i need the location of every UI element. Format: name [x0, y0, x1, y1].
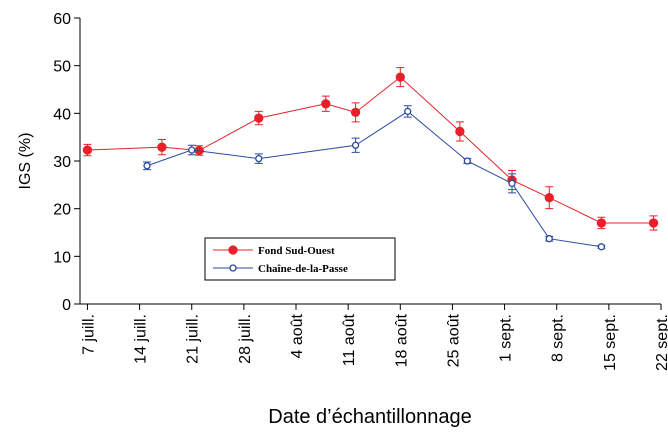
x-tick-label: 15 sept.: [602, 314, 619, 371]
y-tick-label: 40: [53, 106, 71, 123]
data-point: [82, 145, 93, 155]
data-point: [463, 157, 471, 165]
data-point: [255, 154, 263, 163]
x-tick-label: 11 août: [341, 313, 358, 366]
legend: Fond Sud-Ouest Chaîne-de-la-Passe: [204, 237, 396, 281]
x-tick-label: 22 sept.: [654, 314, 668, 371]
legend-box: [204, 237, 396, 281]
x-tick-label: 18 août: [393, 313, 410, 367]
legend-label: Fond Sud-Ouest: [258, 245, 335, 257]
x-axis-label: Date d’échantillonnage: [268, 406, 472, 428]
data-point: [545, 235, 553, 243]
y-tick-label: 60: [53, 11, 71, 28]
data-point: [508, 179, 516, 188]
series-line: [146, 110, 602, 248]
legend-marker: [228, 245, 238, 255]
data-point: [188, 146, 196, 154]
x-tick-label: 28 juill.: [237, 314, 254, 364]
data-point: [404, 107, 412, 116]
y-tick-label: 0: [62, 297, 71, 314]
y-axis-label: IGS (%): [17, 133, 34, 190]
data-point: [321, 99, 331, 109]
x-tick-label: 21 juill.: [185, 314, 202, 364]
data-point: [455, 126, 465, 137]
y-tick-label: 10: [53, 249, 71, 266]
data-point: [544, 193, 554, 203]
x-tick-label: 8 sept.: [550, 314, 567, 362]
data-point: [143, 162, 151, 170]
x-tick-label: 7 juill.: [80, 314, 97, 355]
data-point: [395, 72, 405, 82]
x-tick-label: 14 juill.: [133, 314, 150, 364]
data-point: [157, 142, 167, 152]
data-point: [596, 218, 607, 228]
data-point: [648, 218, 659, 228]
data-point: [350, 107, 361, 118]
y-tick-label: 50: [53, 59, 71, 76]
x-tick-label: 25 août: [445, 313, 462, 367]
data-point: [254, 113, 264, 123]
data-point: [351, 141, 360, 149]
series-line: [87, 76, 654, 224]
legend-label: Chaîne-de-la-Passe: [258, 263, 348, 275]
y-tick-label: 20: [53, 202, 71, 219]
y-tick-label: 30: [53, 154, 71, 171]
legend-marker: [229, 264, 237, 272]
data-point: [597, 243, 606, 251]
x-tick-label: 1 sept.: [498, 314, 515, 362]
x-tick-label: 4 août: [289, 313, 306, 358]
